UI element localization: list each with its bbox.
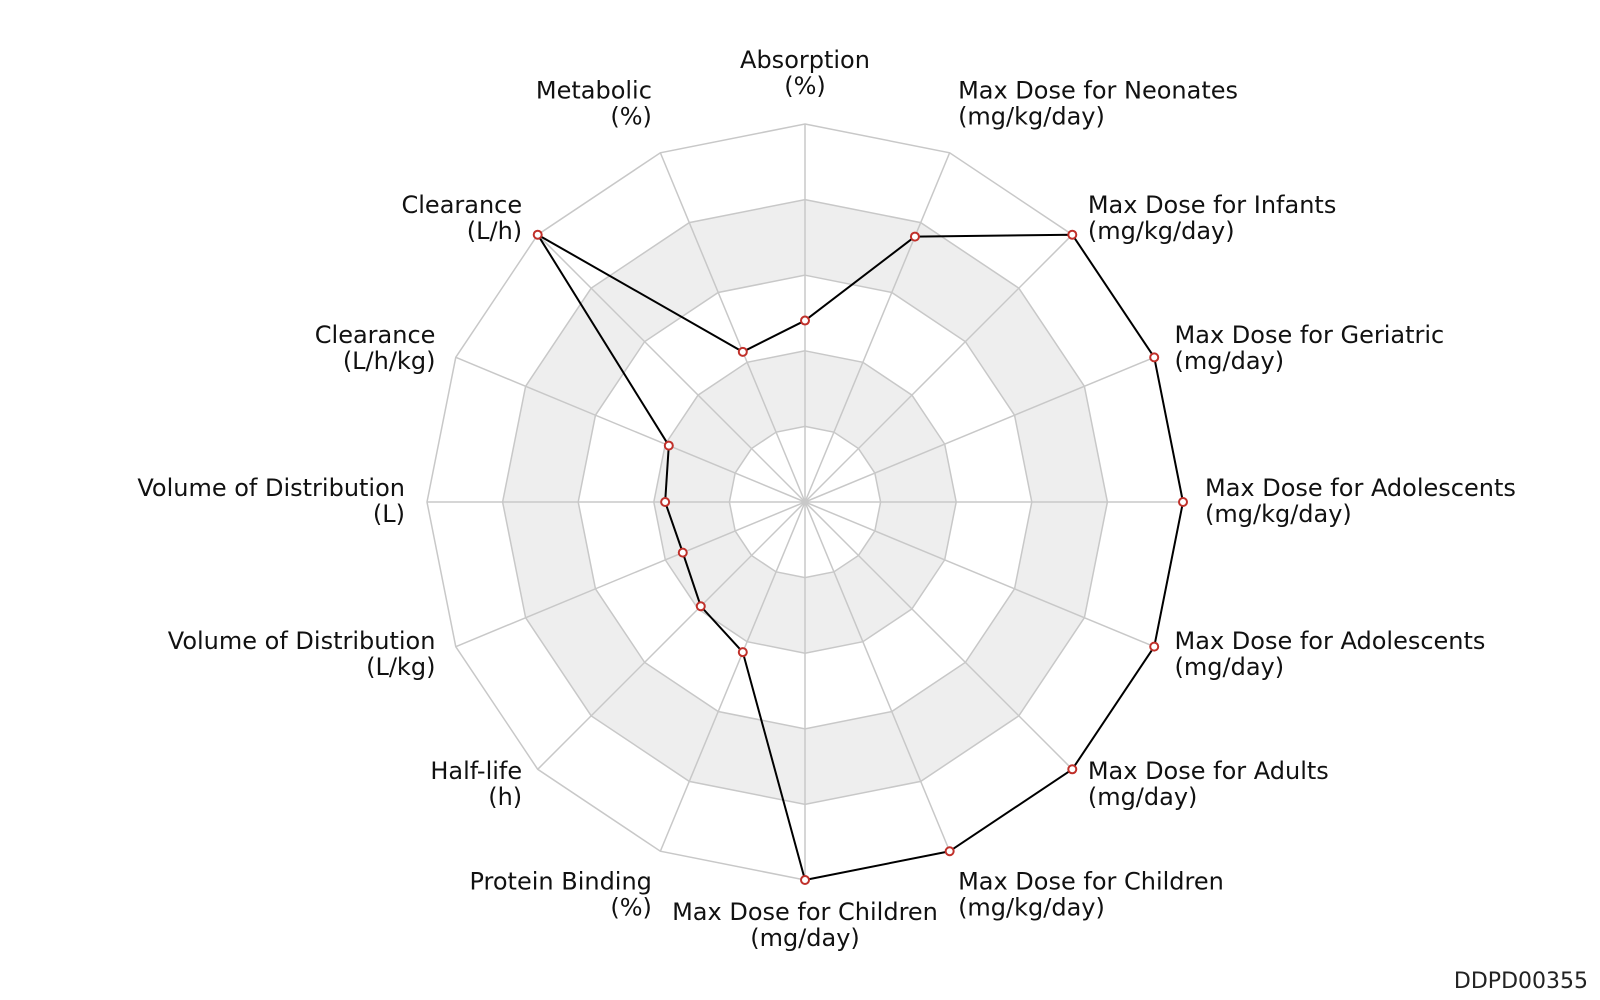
axis-label-8: Max Dose for Children (mg/day) (672, 898, 938, 952)
data-point-2 (1067, 229, 1078, 240)
axis-label-6: Max Dose for Adults (mg/day) (1088, 757, 1329, 811)
spoke-7 (804, 501, 951, 852)
axis-name: Volume of Distribution (168, 627, 436, 655)
axis-unit: (%) (784, 72, 826, 100)
data-point-8 (800, 875, 810, 885)
radar-spokes (427, 124, 1183, 880)
axis-name: Max Dose for Geriatric (1175, 321, 1445, 349)
axis-label-5: Max Dose for Adolescents (mg/day) (1175, 627, 1486, 681)
data-point-10 (695, 601, 706, 612)
data-point-0 (800, 315, 810, 326)
axis-unit: (%) (610, 102, 652, 130)
axis-unit: (L/kg) (366, 653, 435, 681)
data-point-9 (737, 647, 748, 658)
axis-label-12: Volume of Distribution (L) (137, 474, 405, 528)
axis-unit: (mg/kg/day) (1088, 217, 1235, 245)
spoke-1 (804, 152, 951, 503)
data-point-7 (944, 846, 955, 857)
radar-markers (532, 229, 1188, 885)
axis-name: Max Dose for Adolescents (1175, 627, 1486, 655)
axis-unit: (mg/kg/day) (1205, 500, 1352, 528)
spoke-2 (804, 234, 1073, 503)
axis-name: Protein Binding (469, 868, 651, 896)
axis-unit: (L/h/kg) (343, 347, 436, 375)
axis-label-14: Clearance (L/h) (402, 191, 523, 245)
axis-name: Max Dose for Children (958, 868, 1224, 896)
axis-unit: (mg/day) (1175, 347, 1285, 375)
spoke-15 (659, 152, 806, 503)
axis-label-7: Max Dose for Children (mg/kg/day) (958, 868, 1224, 922)
axis-name: Max Dose for Neonates (958, 76, 1238, 104)
axis-name: Half-life (430, 757, 522, 785)
spoke-3 (804, 356, 1155, 503)
axis-name: Max Dose for Children (672, 898, 938, 926)
data-point-12 (660, 497, 671, 507)
axis-unit: (mg/kg/day) (958, 102, 1105, 130)
data-point-13 (663, 440, 674, 451)
axis-name: Max Dose for Adults (1088, 757, 1329, 785)
axis-label-1: Max Dose for Neonates (mg/kg/day) (958, 76, 1238, 130)
data-point-3 (1149, 352, 1160, 363)
axis-label-0: Absorption (%) (740, 46, 870, 100)
axis-name: Max Dose for Infants (1088, 191, 1337, 219)
axis-unit: (mg/day) (1175, 653, 1285, 681)
axis-unit: (L/h) (467, 217, 522, 245)
data-point-4 (1178, 497, 1188, 507)
axis-name: Volume of Distribution (137, 474, 405, 502)
axis-unit: (mg/day) (1088, 783, 1198, 811)
spoke-6 (804, 501, 1073, 770)
axis-unit: (mg/kg/day) (958, 894, 1105, 922)
spoke-11 (455, 501, 806, 648)
data-point-11 (677, 547, 688, 558)
spoke-5 (804, 501, 1155, 648)
data-point-1 (909, 231, 920, 242)
axis-unit: (mg/day) (750, 924, 860, 952)
spoke-14 (537, 234, 806, 503)
data-point-6 (1067, 764, 1078, 775)
axis-labels: Absorption (%) Max Dose for Neonates (mg/kg… (137, 46, 1516, 952)
axis-label-10: Half-life (h) (430, 757, 522, 811)
axis-label-11: Volume of Distribution (L/kg) (168, 627, 436, 681)
axis-label-13: Clearance (L/h/kg) (315, 321, 436, 375)
axis-label-3: Max Dose for Geriatric (mg/day) (1175, 321, 1445, 375)
axis-label-15: Metabolic (%) (536, 76, 652, 130)
axis-name: Absorption (740, 46, 870, 74)
axis-name: Clearance (315, 321, 436, 349)
chart-id-label: DDPD00355 (1454, 969, 1588, 994)
spoke-13 (455, 356, 806, 503)
spoke-9 (659, 501, 806, 852)
axis-name: Metabolic (536, 76, 652, 104)
axis-name: Max Dose for Adolescents (1205, 474, 1516, 502)
axis-label-9: Protein Binding (%) (469, 868, 651, 922)
axis-label-4: Max Dose for Adolescents (mg/kg/day) (1205, 474, 1516, 528)
axis-unit: (L) (373, 500, 405, 528)
spoke-10 (537, 501, 806, 770)
data-point-15 (737, 346, 748, 357)
axis-unit: (%) (610, 894, 652, 922)
data-point-14 (532, 229, 543, 240)
data-point-5 (1149, 641, 1160, 652)
axis-unit: (h) (488, 783, 522, 811)
axis-name: Clearance (402, 191, 523, 219)
axis-label-2: Max Dose for Infants (mg/kg/day) (1088, 191, 1337, 245)
